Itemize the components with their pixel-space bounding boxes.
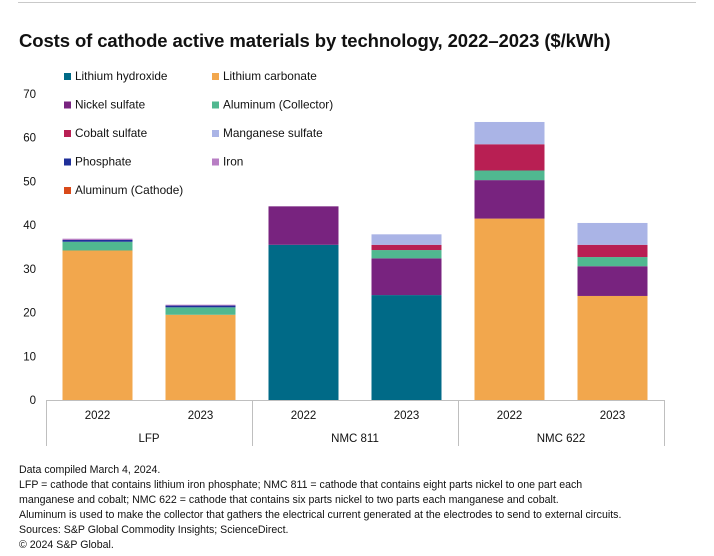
legend-swatch xyxy=(64,158,71,166)
footnote-aluminum: Aluminum is used to make the collector t… xyxy=(19,509,622,521)
legend-label: Cobalt sulfate xyxy=(75,126,148,140)
bar-segment-manganese-sulfate xyxy=(577,222,648,245)
y-tick-label: 10 xyxy=(23,351,36,363)
legend-label: Phosphate xyxy=(75,155,132,169)
legend-swatch xyxy=(212,130,219,137)
bar-segment-lithium-carbonate xyxy=(165,314,236,400)
y-tick-label: 40 xyxy=(23,220,36,232)
legend-label: Aluminum (Cathode) xyxy=(75,183,183,197)
group-label: LFP xyxy=(138,433,159,445)
bar-segment-aluminum-collector xyxy=(371,250,442,259)
footnote-copyright: © 2024 S&P Global. xyxy=(19,539,114,551)
footnote-sources: Sources: S&P Global Commodity Insights; … xyxy=(19,524,289,536)
y-tick-label: 0 xyxy=(30,395,36,407)
y-tick-label: 30 xyxy=(23,264,36,276)
group-label: NMC 622 xyxy=(537,433,586,445)
bar-segment-nickel-sulfate xyxy=(371,258,442,296)
stacked-bar-chart: 0 10 20 30 40 50 60 70 2022 2023 2022 2023 2022 2023 L… xyxy=(23,69,665,446)
x-tick-label: 2023 xyxy=(600,410,626,422)
legend-label: Iron xyxy=(223,155,243,169)
x-tick-label: 2022 xyxy=(291,410,317,422)
legend-swatch xyxy=(64,130,71,137)
footnote-date: Data compiled March 4, 2024. xyxy=(19,464,161,476)
legend-label: Manganese sulfate xyxy=(223,126,323,140)
legend-swatch xyxy=(212,73,219,80)
x-tick-label: 2022 xyxy=(85,410,111,422)
legend-swatch xyxy=(64,101,71,109)
bar-segment-aluminum-collector xyxy=(577,257,648,267)
legend-label: Aluminum (Collector) xyxy=(223,98,333,112)
bar-segment-nickel-sulfate xyxy=(268,206,339,245)
bar-segment-lithium-hydroxide xyxy=(268,244,339,400)
footnote-definitions-1: LFP = cathode that contains lithium iron… xyxy=(19,479,583,491)
legend-swatch xyxy=(212,158,219,166)
bar-segment-cobalt-sulfate xyxy=(577,244,648,258)
bar-segment-aluminum-collector xyxy=(165,307,236,315)
bar-segment-iron xyxy=(62,238,133,241)
bar-segment-phosphate xyxy=(62,240,133,242)
bar-segment-aluminum-collector xyxy=(474,170,545,181)
bar-segment-manganese-sulfate xyxy=(371,234,442,245)
legend-label: Nickel sulfate xyxy=(75,98,146,112)
x-tick-label: 2023 xyxy=(188,410,214,422)
chart-title: Costs of cathode active materials by tec… xyxy=(19,30,611,51)
bar-segment-iron xyxy=(165,304,236,306)
bar-segment-nickel-sulfate xyxy=(577,266,648,296)
footnotes: Data compiled March 4, 2024. LFP = catho… xyxy=(19,463,699,553)
legend-swatch xyxy=(64,187,71,194)
legend-label: Lithium carbonate xyxy=(223,69,317,83)
bar-segment-lithium-carbonate xyxy=(577,295,648,400)
y-tick-label: 50 xyxy=(23,176,36,188)
y-tick-label: 20 xyxy=(23,308,36,320)
bar-segment-nickel-sulfate xyxy=(474,180,545,219)
bar-segment-lithium-hydroxide xyxy=(371,295,442,400)
footnote-definitions-2: manganese and cobalt; NMC 622 = cathode … xyxy=(19,494,559,506)
legend-label: Lithium hydroxide xyxy=(75,69,168,83)
x-tick-label: 2023 xyxy=(394,410,420,422)
y-tick-label: 60 xyxy=(23,133,36,145)
bar-segment-aluminum-collector xyxy=(62,241,133,251)
x-tick-label: 2022 xyxy=(497,410,523,422)
group-label: NMC 811 xyxy=(331,433,379,445)
bar-segment-lithium-carbonate xyxy=(62,250,133,400)
legend-swatch xyxy=(212,101,219,109)
y-tick-label: 70 xyxy=(23,89,36,101)
bar-segment-cobalt-sulfate xyxy=(371,244,442,251)
bar-segment-cobalt-sulfate xyxy=(474,144,545,171)
legend-swatch xyxy=(64,73,71,80)
top-rule xyxy=(18,2,696,3)
bar-segment-lithium-carbonate xyxy=(474,218,545,400)
bar-segment-manganese-sulfate xyxy=(474,121,545,145)
bar-segment-phosphate xyxy=(165,305,236,308)
